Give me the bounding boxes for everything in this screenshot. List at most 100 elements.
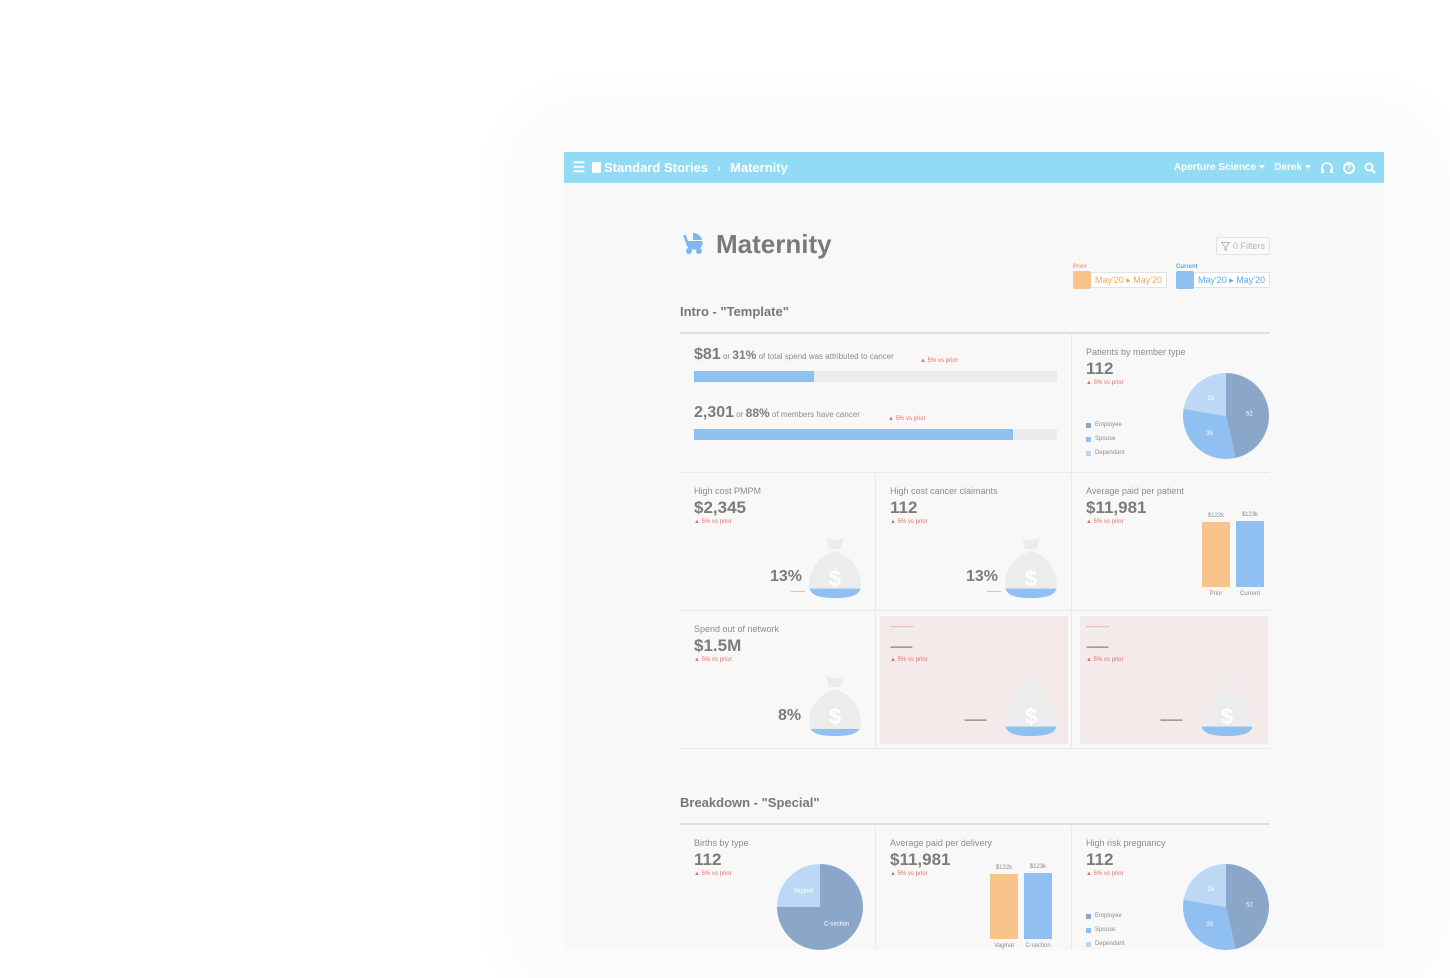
top-bar: ☰ Standard Stories › Maternity Aperture … [564, 152, 1384, 183]
spend-out-of-network-card[interactable]: Spend out of network $1.5M 5% vs prior 8… [680, 611, 876, 749]
delivery-label: Average paid per delivery [890, 838, 992, 848]
legend-dependant: Dependant [1086, 450, 1124, 456]
out-network-label: Spend out of network [694, 624, 780, 634]
risk-value: 112 [1086, 850, 1114, 869]
bar-category-label: Prior [1209, 591, 1223, 597]
legend-employee: Employee [1086, 913, 1122, 919]
claimants-pct: 13% [966, 568, 999, 585]
bar[interactable] [1236, 521, 1264, 587]
spend-progress-bar [694, 371, 1057, 382]
breadcrumb-root[interactable]: Standard Stories [604, 160, 709, 175]
current-period-picker[interactable]: Current May'20 ▸ May'20 [1176, 264, 1270, 289]
bag-body [1005, 551, 1057, 598]
high-cost-claimants-card[interactable]: High cost cancer claimants 112 5% vs pri… [876, 473, 1072, 611]
pmpm-pct-underline [791, 591, 805, 592]
placeholder-card-2[interactable]: ---------- ------ 5% vs prior ------ $ [1072, 611, 1270, 749]
dollar-sign-glyph: $ [1025, 566, 1037, 591]
search-icon[interactable] [1364, 162, 1376, 174]
bar[interactable] [990, 873, 1018, 939]
pmpm-vs: 5% vs prior [694, 519, 732, 525]
section-title-intro: Intro - "Template" [680, 304, 789, 319]
spend-summary-card[interactable]: $81 or 31% of total spend was attributed… [680, 334, 1072, 473]
delivery-bar-chart: $122k Vaginal $123k C-section [990, 853, 1060, 950]
legend-swatch [1086, 941, 1091, 947]
dollar-sign-glyph: $ [1221, 704, 1233, 729]
legend-spouse: Spouse [1086, 927, 1115, 933]
risk-pie-chart: 52 35 25 [1183, 864, 1269, 950]
placeholder-card-1[interactable]: ---------- ------ 5% vs prior ------ $ [876, 611, 1072, 749]
section-divider [680, 332, 1270, 334]
pie-slice[interactable] [1183, 373, 1226, 416]
avg-paid-vs: 5% vs prior [1086, 519, 1124, 525]
stat-members-pct: 88% [745, 406, 770, 420]
user-dropdown[interactable]: Derek [1274, 162, 1311, 173]
bar-value-label: $122k [995, 864, 1013, 871]
money-bag-icon: $ [809, 675, 861, 736]
pie-slice[interactable] [1226, 864, 1269, 949]
dollar-sign-glyph: $ [1025, 704, 1037, 729]
section-divider [680, 823, 1270, 825]
legend-employee: Employee [1086, 422, 1122, 428]
user-label: Derek [1274, 162, 1302, 173]
placeholder2-pct: ------ [1160, 711, 1183, 727]
average-paid-per-delivery-card[interactable]: Average paid per delivery $11,981 5% vs … [876, 825, 1072, 950]
patients-by-member-type-card[interactable]: Patients by member type 112 5% vs prior … [1072, 334, 1270, 473]
pie-slice-label: 52 [1246, 902, 1253, 908]
stat-members-text: of members have cancer [771, 410, 860, 419]
delivery-value: $11,981 [890, 850, 951, 869]
org-label: Aperture Science [1173, 162, 1257, 173]
filters-label: 0 Filters [1232, 241, 1265, 251]
patients-pie-chart: 52 35 25 [1183, 373, 1269, 459]
help-icon[interactable]: ? [1343, 161, 1355, 174]
patients-label: Patients by member type [1086, 347, 1186, 357]
pie-slice[interactable] [1183, 864, 1226, 907]
legend-dependant-label: Dependant [1095, 941, 1125, 947]
bag-knot [826, 675, 844, 687]
members-progress-fill [694, 429, 1014, 440]
headset-icon[interactable] [1320, 161, 1334, 174]
placeholder1-value: ------ [890, 638, 913, 654]
out-network-pct: 8% [778, 707, 802, 724]
pmpm-label: High cost PMPM [694, 486, 762, 496]
pie-slice[interactable] [1183, 408, 1236, 459]
claimants-label: High cost cancer claimants [890, 486, 998, 496]
bar[interactable] [1024, 873, 1052, 939]
bag-body [1201, 689, 1253, 736]
births-label: Births by type [694, 838, 749, 848]
page-content: Maternity 0 Filters Prior May'20 ▸ May'2… [680, 183, 1270, 950]
pie-slice-label: 35 [1206, 922, 1213, 928]
caret-down-icon [1259, 165, 1266, 170]
bar[interactable] [1202, 521, 1230, 587]
org-dropdown[interactable]: Aperture Science [1173, 162, 1266, 173]
prior-label: Prior [1073, 264, 1088, 270]
book-icon [592, 162, 601, 173]
legend-dependant-label: Dependant [1095, 450, 1125, 456]
placeholder1-vs: 5% vs prior [890, 657, 928, 663]
legend-spouse-label: Spouse [1095, 927, 1116, 933]
stat-members: 2,301 or 88% of members have cancer [694, 404, 860, 422]
births-by-type-card[interactable]: Births by type 112 5% vs prior C-section… [680, 825, 876, 950]
prior-period-picker[interactable]: Prior May'20 ▸ May'20 [1073, 264, 1167, 289]
placeholder2-value: ------ [1086, 638, 1109, 654]
pie-slice[interactable] [1226, 373, 1269, 458]
menu-icon[interactable]: ☰ [572, 159, 586, 175]
average-paid-per-patient-card[interactable]: Average paid per patient $11,981 5% vs p… [1072, 473, 1270, 611]
avg-paid-label: Average paid per patient [1086, 486, 1184, 496]
high-risk-pregnancy-card[interactable]: High risk pregnancy 112 5% vs prior Empl… [1072, 825, 1270, 950]
high-cost-pmpm-card[interactable]: High cost PMPM $2,345 5% vs prior 13% $ [680, 473, 876, 611]
bag-body [1005, 689, 1057, 736]
legend-employee-label: Employee [1095, 422, 1122, 428]
pie-slice[interactable] [1183, 899, 1236, 950]
filters-button[interactable]: 0 Filters [1216, 237, 1270, 255]
legend-swatch [1086, 422, 1091, 428]
dollar-sign-glyph: $ [829, 704, 841, 729]
stat-spend-pct: 31% [732, 348, 757, 362]
delivery-vs: 5% vs prior [890, 871, 928, 877]
risk-vs: 5% vs prior [1086, 871, 1124, 877]
dollar-sign-glyph: $ [829, 566, 841, 591]
legend-swatch [1086, 436, 1091, 442]
stat-spend-text: of total spend was attributed to cancer [758, 352, 894, 361]
pie-slice[interactable] [777, 864, 820, 907]
placeholder1-label: ---------- [890, 624, 914, 631]
current-label: Current [1176, 264, 1198, 270]
